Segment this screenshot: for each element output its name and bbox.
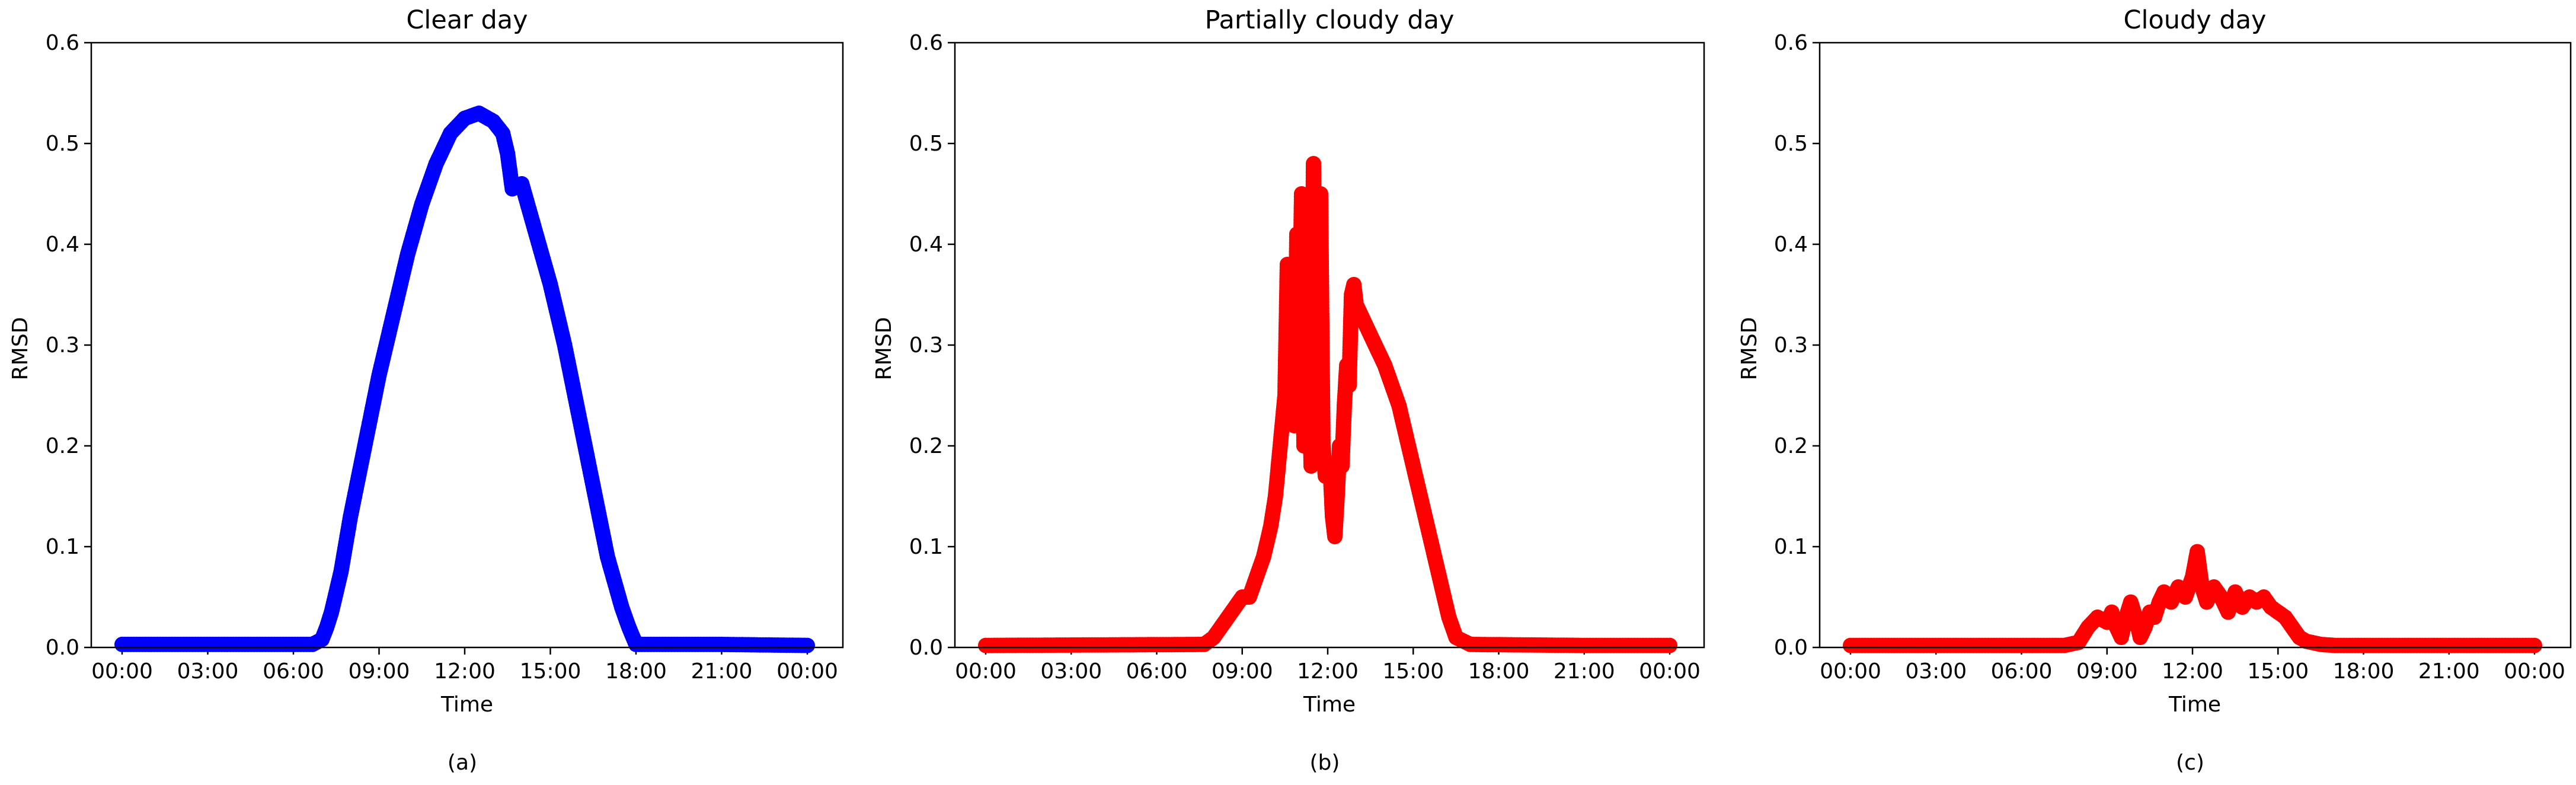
panel-b-ticks: 0.0 0.1 0.2 0.3 0.4 0.5 0.6 00:00 03:00 06:00 09:0… bbox=[909, 31, 1701, 684]
y-tick-label: 0.3 bbox=[46, 333, 79, 358]
x-tick-label: 09:00 bbox=[2076, 659, 2138, 684]
x-tick-label: 18:00 bbox=[1468, 659, 1530, 684]
panel-c-title: Cloudy day bbox=[2123, 5, 2266, 35]
panel-b-title: Partially cloudy day bbox=[1205, 5, 1455, 35]
y-tick-label: 0.1 bbox=[909, 535, 943, 559]
y-tick-label: 0.2 bbox=[46, 434, 79, 458]
y-tick-label: 0.2 bbox=[909, 434, 943, 458]
x-tick-label: 06:00 bbox=[263, 659, 324, 684]
panel-c-xlabel: Time bbox=[2168, 693, 2221, 717]
panel-c-ylabel: RMSD bbox=[1737, 317, 1762, 381]
x-tick-label: 06:00 bbox=[1991, 659, 2053, 684]
y-tick-label: 0.4 bbox=[1774, 232, 1808, 257]
x-tick-label: 00:00 bbox=[2504, 659, 2565, 684]
x-tick-label: 00:00 bbox=[91, 659, 153, 684]
data-point bbox=[1662, 637, 1677, 653]
x-tick-label: 21:00 bbox=[1554, 659, 1615, 684]
panel-b: Partially cloudy day Time RMSD (b) 0.00.… bbox=[872, 5, 1705, 775]
panel-a-title: Clear day bbox=[406, 5, 528, 35]
x-tick-label: 09:00 bbox=[349, 659, 410, 684]
y-tick-label: 0.5 bbox=[1774, 132, 1808, 156]
x-tick-label: 18:00 bbox=[605, 659, 667, 684]
panel-b-marks bbox=[978, 156, 1677, 653]
panel-a-xlabel: Time bbox=[440, 693, 493, 717]
x-tick-label: 00:00 bbox=[955, 659, 1017, 684]
y-tick-label: 0.5 bbox=[46, 132, 79, 156]
y-tick-label: 0.3 bbox=[909, 333, 943, 358]
panel-a-ticks: 0.0 0.1 0.2 0.3 0.4 0.5 0.6 00:00 03:00 06:00 09:0… bbox=[46, 31, 838, 684]
x-tick-label: 15:00 bbox=[520, 659, 581, 684]
y-tick-label: 0.0 bbox=[46, 636, 79, 660]
x-tick-label: 18:00 bbox=[2333, 659, 2395, 684]
y-tick-label: 0.0 bbox=[1774, 636, 1808, 660]
x-tick-label: 00:00 bbox=[776, 659, 838, 684]
panel-c: Cloudy day Time RMSD (c) 0.0 0.1 0.2 0.3 0.4… bbox=[1737, 5, 2572, 775]
panel-b-xlabel: Time bbox=[1303, 693, 1356, 717]
series-line bbox=[122, 111, 808, 647]
panel-a: Clear day Time RMSD (a) 0.00.10.20.30.40… bbox=[8, 5, 844, 775]
x-tick-label: 09:00 bbox=[1212, 659, 1273, 684]
x-tick-label: 15:00 bbox=[2247, 659, 2309, 684]
panel-b-caption: (b) bbox=[1310, 751, 1340, 775]
x-tick-label: 15:00 bbox=[1382, 659, 1444, 684]
x-tick-label: 00:00 bbox=[1820, 659, 1881, 684]
x-tick-label: 12:00 bbox=[2162, 659, 2223, 684]
panel-b-ylabel: RMSD bbox=[872, 317, 896, 381]
panel-c-caption: (c) bbox=[2176, 751, 2204, 775]
x-tick-label: 00:00 bbox=[1639, 659, 1701, 684]
y-tick-label: 0.4 bbox=[46, 232, 79, 257]
y-tick-label: 0.6 bbox=[1774, 31, 1808, 55]
panel-a-frame bbox=[90, 42, 844, 649]
x-tick-label: 12:00 bbox=[434, 659, 496, 684]
y-tick-label: 0.3 bbox=[1774, 333, 1808, 358]
x-tick-label: 12:00 bbox=[1297, 659, 1359, 684]
x-tick-label: 03:00 bbox=[177, 659, 239, 684]
y-tick-label: 0.6 bbox=[46, 31, 79, 55]
panel-b-frame bbox=[954, 42, 1705, 649]
data-point bbox=[2527, 637, 2542, 653]
panel-a-marks bbox=[114, 106, 815, 653]
panel-a-ylabel: RMSD bbox=[8, 317, 33, 381]
y-tick-label: 0.2 bbox=[1774, 434, 1808, 458]
panel-a-caption: (a) bbox=[448, 751, 477, 775]
panel-c-marks bbox=[1843, 544, 2542, 653]
x-tick-label: 03:00 bbox=[1905, 659, 1967, 684]
y-tick-label: 0.1 bbox=[46, 535, 79, 559]
y-tick-label: 0.1 bbox=[1774, 535, 1808, 559]
data-point bbox=[800, 637, 815, 653]
y-tick-label: 0.4 bbox=[909, 232, 943, 257]
y-tick-label: 0.0 bbox=[909, 636, 943, 660]
y-tick-label: 0.6 bbox=[909, 31, 943, 55]
y-tick-label: 0.5 bbox=[909, 132, 943, 156]
x-tick-label: 21:00 bbox=[2418, 659, 2480, 684]
x-tick-label: 21:00 bbox=[691, 659, 753, 684]
x-tick-label: 06:00 bbox=[1126, 659, 1188, 684]
panel-c-frame bbox=[1818, 42, 2572, 649]
panel-c-ticks: 0.0 0.1 0.2 0.3 0.4 0.5 0.6 00:00 03:00 06:00 09:0… bbox=[1774, 31, 2565, 684]
x-tick-label: 03:00 bbox=[1040, 659, 1102, 684]
